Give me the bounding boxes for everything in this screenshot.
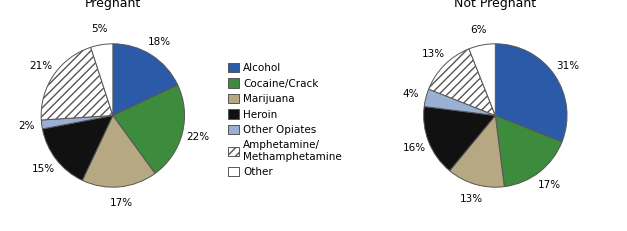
Text: 31%: 31% (556, 61, 579, 71)
Wedge shape (41, 47, 113, 120)
Text: 17%: 17% (537, 180, 561, 190)
Text: 13%: 13% (460, 195, 483, 204)
Text: 16%: 16% (403, 143, 426, 153)
Wedge shape (424, 106, 495, 171)
Wedge shape (424, 89, 495, 116)
Wedge shape (91, 44, 113, 116)
Wedge shape (113, 44, 177, 116)
Text: 4%: 4% (403, 89, 419, 99)
Title: Not Pregnant: Not Pregnant (455, 0, 536, 10)
Wedge shape (450, 116, 504, 187)
Text: 22%: 22% (186, 132, 209, 142)
Wedge shape (429, 49, 495, 116)
Text: 13%: 13% (422, 49, 445, 59)
Wedge shape (495, 44, 567, 142)
Title: Pregnant: Pregnant (85, 0, 141, 10)
Wedge shape (41, 116, 113, 129)
Text: 6%: 6% (471, 24, 487, 35)
Wedge shape (495, 116, 562, 187)
Text: 21%: 21% (29, 61, 52, 71)
Wedge shape (113, 85, 184, 173)
Text: 18%: 18% (148, 37, 171, 47)
Wedge shape (82, 116, 155, 187)
Wedge shape (43, 116, 113, 180)
Text: 5%: 5% (91, 24, 107, 34)
Text: 2%: 2% (18, 122, 34, 131)
Legend: Alcohol, Cocaine/Crack, Marijuana, Heroin, Other Opiates, Amphetamine/
Methamphe: Alcohol, Cocaine/Crack, Marijuana, Heroi… (228, 63, 342, 177)
Text: 15%: 15% (32, 164, 55, 174)
Text: 17%: 17% (110, 198, 133, 208)
Wedge shape (469, 44, 495, 116)
